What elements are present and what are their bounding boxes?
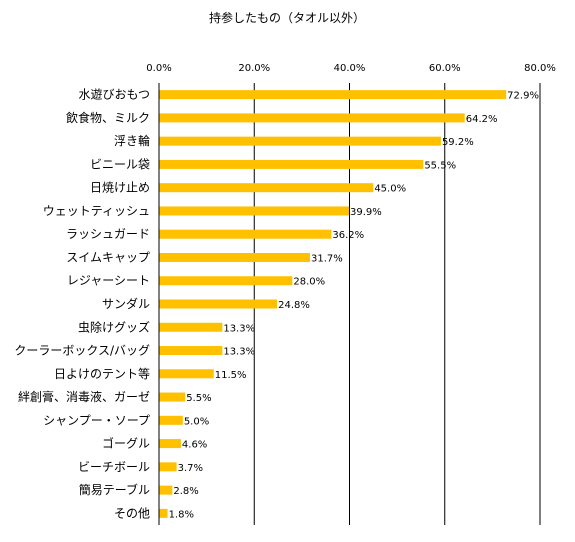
bar (159, 136, 441, 146)
data-label: 3.7% (178, 463, 203, 474)
data-labels: 72.9% 64.2% 59.2% 55.5% 45.0% 39.9% 36.2% 31.7%… (169, 91, 539, 521)
data-label: 59.2% (442, 137, 474, 148)
bar (159, 229, 332, 239)
category-label: 日よけのテント等 (54, 367, 150, 381)
data-label: 5.5% (186, 393, 211, 404)
bar (159, 322, 223, 332)
category-label: クーラーボックス/バッグ (14, 344, 150, 358)
category-label: スイムキャップ (66, 250, 150, 264)
bar (159, 462, 177, 472)
chart-title: 持参したもの（タオル以外） (209, 10, 365, 25)
bar (159, 299, 278, 309)
data-label: 11.5% (215, 370, 247, 381)
data-label: 64.2% (466, 114, 498, 125)
x-tick-label: 80.0% (524, 63, 556, 74)
data-label: 36.2% (332, 230, 364, 241)
bar (159, 439, 181, 449)
data-label: 45.0% (374, 184, 406, 195)
x-tick-label: 40.0% (334, 63, 366, 74)
bar (159, 485, 173, 495)
bar (159, 276, 293, 286)
x-tick-label: 60.0% (429, 63, 461, 74)
bar (159, 415, 183, 425)
data-label: 2.8% (173, 486, 198, 497)
category-label: ゴーグル (102, 436, 150, 451)
category-label: その他 (114, 506, 150, 520)
tick-labels: 0.0% 20.0% 40.0% 60.0% 80.0% (146, 63, 556, 74)
bar (159, 183, 374, 193)
category-label: 水遊びおもつ (78, 87, 150, 102)
data-label: 28.0% (293, 277, 325, 288)
category-label: 浮き輪 (114, 133, 150, 148)
category-label: 日焼け止め (90, 181, 150, 195)
bar (159, 206, 350, 216)
category-label: 飲食物、ミルク (66, 110, 150, 125)
data-label: 55.5% (424, 160, 456, 171)
data-label: 4.6% (182, 440, 207, 451)
bar (159, 159, 424, 169)
x-tick-label: 0.0% (146, 63, 171, 74)
data-label: 24.8% (278, 300, 310, 311)
data-label: 72.9% (507, 91, 539, 102)
category-label: ビニール袋 (90, 157, 150, 171)
data-label: 13.3% (223, 323, 255, 334)
category-label: 虫除けグッズ (78, 319, 150, 334)
bar (159, 346, 223, 356)
data-label: 31.7% (311, 253, 343, 264)
data-label: 5.0% (184, 416, 209, 427)
data-label: 13.3% (223, 347, 255, 358)
bar (159, 508, 168, 518)
category-label: ウェットティッシュ (43, 204, 150, 218)
bars (159, 90, 507, 518)
data-label: 39.9% (350, 207, 382, 218)
bar (159, 113, 465, 123)
category-label: ビーチボール (78, 460, 150, 474)
category-label: 絆創膏、消毒液、ガーゼ (18, 389, 150, 404)
bar (159, 369, 214, 379)
x-tick-label: 20.0% (238, 63, 270, 74)
category-labels: 水遊びおもつ飲食物、ミルク浮き輪ビニール袋日焼け止めウェットティッシュラッシュガ… (14, 87, 150, 521)
bar (159, 90, 507, 100)
category-label: サンダル (102, 296, 150, 311)
data-label: 1.8% (169, 509, 194, 520)
category-label: シャンプー・ソープ (43, 413, 150, 427)
category-label: ラッシュガード (66, 227, 150, 241)
bar (159, 392, 186, 402)
category-label: 簡易テーブル (79, 482, 150, 497)
category-label: レジャーシート (67, 274, 150, 288)
bar (159, 252, 310, 262)
